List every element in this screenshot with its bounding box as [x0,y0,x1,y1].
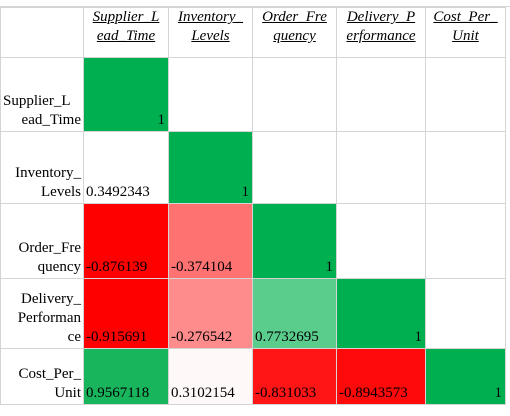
correlation-cell[interactable]: -0.374104 [168,203,253,279]
empty-cell[interactable] [425,278,506,349]
correlation-cell[interactable]: -0.915691 [83,278,169,349]
table-row: Inventory_ Levels 0.3492343 1 [0,131,506,204]
correlation-cell[interactable]: 0.9567118 [83,348,169,405]
row-header-text: Levels [41,184,81,200]
empty-cell[interactable] [252,131,337,204]
row-header-cell[interactable]: Cost_Per_ Unit [0,348,84,405]
column-header-strip [0,0,510,7]
table-row: Cost_Per_ Unit 0.9567118 0.3102154 -0.831033… [0,348,506,405]
column-header-text: erformance [346,28,416,44]
row-header-text: Unit [54,385,81,401]
column-header-text: Order_Fre [262,9,327,25]
column-header-text: Cost_Per_ [433,9,498,25]
row-header-cell[interactable]: Supplier_L ead_Time [0,57,84,132]
column-header-cell[interactable]: Supplier_L ead_Time [83,7,169,58]
empty-cell[interactable] [425,57,506,132]
correlation-cell[interactable]: -0.276542 [168,278,253,349]
row-header-text: Performan [17,310,81,326]
header-row: Supplier_L ead_Time Inventory_ Levels Order_… [0,7,506,58]
column-header-cell[interactable]: Delivery_P erformance [336,7,426,58]
table-row: Delivery_ Performan ce -0.915691 -0.276542 0.… [0,278,506,349]
row-header-cell[interactable]: Inventory_ Levels [0,131,84,204]
row-header-text: Supplier_L [3,93,71,109]
row-header-text: Order_Fre [18,240,81,256]
corner-cell[interactable] [0,7,84,58]
column-header-text: ead_Time [96,28,156,44]
column-header-text: quency [273,28,316,44]
table-row: Supplier_L ead_Time 1 [0,57,506,132]
correlation-cell[interactable]: 0.3102154 [168,348,253,405]
correlation-matrix: Supplier_L ead_Time Inventory_ Levels Order_… [0,7,506,405]
empty-cell[interactable] [425,131,506,204]
empty-cell[interactable] [336,203,426,279]
empty-cell[interactable] [336,57,426,132]
correlation-cell[interactable]: 1 [336,278,426,349]
row-header-text: Cost_Per_ [18,366,81,382]
correlation-cell[interactable]: 0.3492343 [83,131,169,204]
empty-cell[interactable] [425,203,506,279]
column-header-text: Unit [452,28,479,44]
column-header-text: Delivery_P [346,9,416,25]
correlation-cell[interactable]: 1 [425,348,506,405]
row-header-text: ead_Time [21,112,81,128]
correlation-cell[interactable]: -0.8943573 [336,348,426,405]
correlation-cell[interactable]: 1 [252,203,337,279]
row-header-text: Delivery_ [21,291,81,307]
correlation-cell[interactable]: -0.831033 [252,348,337,405]
column-header-cell[interactable]: Inventory_ Levels [168,7,253,58]
correlation-cell[interactable]: 1 [83,57,169,132]
correlation-cell[interactable]: -0.876139 [83,203,169,279]
correlation-cell[interactable]: 0.7732695 [252,278,337,349]
correlation-cell[interactable]: 1 [168,131,253,204]
empty-cell[interactable] [168,57,253,132]
column-header-text: Supplier_L [92,9,160,25]
column-header-text: Inventory_ [178,9,243,25]
column-header-text: Levels [191,28,230,44]
empty-cell[interactable] [336,131,426,204]
row-header-text: ce [67,329,81,345]
empty-cell[interactable] [252,57,337,132]
row-header-text: Inventory_ [15,165,81,181]
row-header-text: quency [37,259,81,275]
column-header-cell[interactable]: Cost_Per_ Unit [425,7,506,58]
row-header-cell[interactable]: Delivery_ Performan ce [0,278,84,349]
